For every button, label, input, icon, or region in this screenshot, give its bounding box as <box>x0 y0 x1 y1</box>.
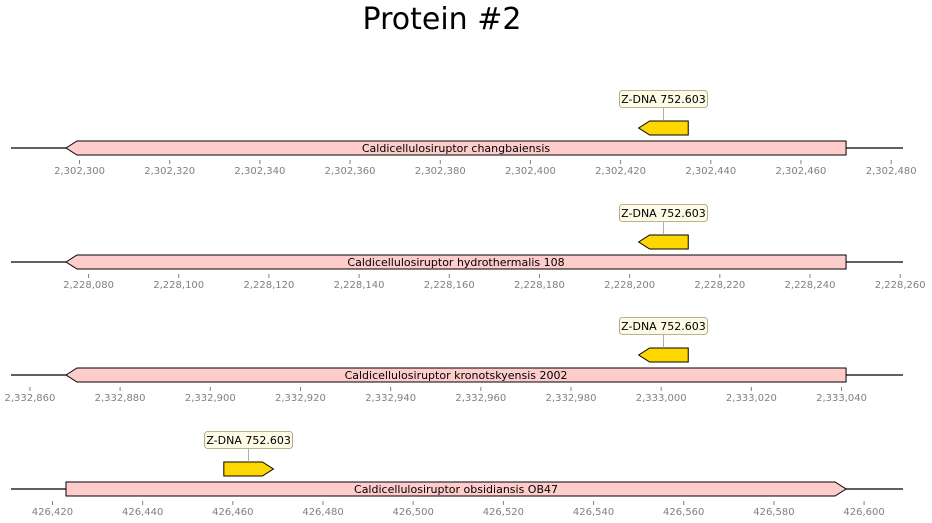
axis-tick-label: 2,228,100 <box>153 280 204 291</box>
gene-arrow <box>65 254 847 270</box>
feature-label: Z-DNA 752.603 <box>621 207 706 220</box>
axis-tick-label: 2,332,920 <box>275 393 326 404</box>
axis-tick-label: 2,333,040 <box>816 393 867 404</box>
feature-arrow <box>223 461 275 477</box>
page-title: Protein #2 <box>362 2 522 37</box>
axis-tick-label: 2,333,000 <box>636 393 687 404</box>
feature-arrow <box>637 234 689 250</box>
axis-tick-label: 2,302,380 <box>415 166 466 177</box>
feature-arrow <box>637 120 689 136</box>
gene-label: Caldicellulosiruptor changbaiensis <box>362 142 551 155</box>
axis-tick-label: 2,228,120 <box>243 280 294 291</box>
axis-tick-label: 2,228,140 <box>334 280 385 291</box>
axis-tick-label: 2,228,260 <box>875 280 926 291</box>
axis-tick-label: 2,228,160 <box>424 280 475 291</box>
gene-label: Caldicellulosiruptor hydrothermalis 108 <box>347 256 564 269</box>
axis-tick-label: 2,302,300 <box>54 166 105 177</box>
axis-tick-label: 2,332,940 <box>365 393 416 404</box>
axis-tick-label: 2,302,480 <box>866 166 917 177</box>
axis-tick-label: 2,302,460 <box>776 166 827 177</box>
axis-tick-label: 2,228,220 <box>694 280 745 291</box>
axis-tick-label: 426,500 <box>393 507 434 518</box>
axis-tick-label: 2,302,340 <box>234 166 285 177</box>
axis-tick-label: 2,333,020 <box>726 393 777 404</box>
feature-arrow <box>637 347 689 363</box>
axis-tick-label: 2,332,960 <box>455 393 506 404</box>
feature-label-box <box>619 204 708 222</box>
axis-tick-label: 2,228,080 <box>63 280 114 291</box>
feature-label: Z-DNA 752.603 <box>621 93 706 106</box>
axis-tick-label: 2,332,860 <box>4 393 55 404</box>
gene-label: Caldicellulosiruptor kronotskyensis 2002 <box>345 369 568 382</box>
axis-tick-label: 2,228,180 <box>514 280 565 291</box>
gene-arrow <box>65 481 847 497</box>
axis-tick-label: 426,480 <box>302 507 343 518</box>
axis-tick-label: 2,302,400 <box>505 166 556 177</box>
axis-tick-label: 2,302,420 <box>595 166 646 177</box>
axis-tick-label: 426,420 <box>32 507 73 518</box>
axis-tick-label: 426,520 <box>483 507 524 518</box>
axis-tick-label: 2,302,360 <box>325 166 376 177</box>
axis-tick-label: 2,302,320 <box>144 166 195 177</box>
gene-label: Caldicellulosiruptor obsidiansis OB47 <box>354 483 558 496</box>
axis-tick-label: 426,580 <box>753 507 794 518</box>
axis-tick-label: 2,228,200 <box>604 280 655 291</box>
axis-tick-label: 2,332,900 <box>185 393 236 404</box>
axis-tick-label: 426,440 <box>122 507 163 518</box>
feature-label-box <box>619 90 708 108</box>
feature-label: Z-DNA 752.603 <box>621 320 706 333</box>
feature-label-box <box>204 431 294 449</box>
axis-tick-label: 2,228,240 <box>785 280 836 291</box>
axis-tick-label: 426,600 <box>843 507 884 518</box>
axis-tick-label: 2,332,980 <box>546 393 597 404</box>
axis-tick-label: 2,302,440 <box>685 166 736 177</box>
axis-tick-label: 426,560 <box>663 507 704 518</box>
feature-label-box <box>619 317 708 335</box>
gene-arrow <box>65 140 847 156</box>
axis-tick-label: 426,460 <box>212 507 253 518</box>
axis-tick-label: 2,332,880 <box>95 393 146 404</box>
axis-tick-label: 426,540 <box>573 507 614 518</box>
gene-arrow <box>65 367 847 383</box>
feature-label: Z-DNA 752.603 <box>206 434 291 447</box>
